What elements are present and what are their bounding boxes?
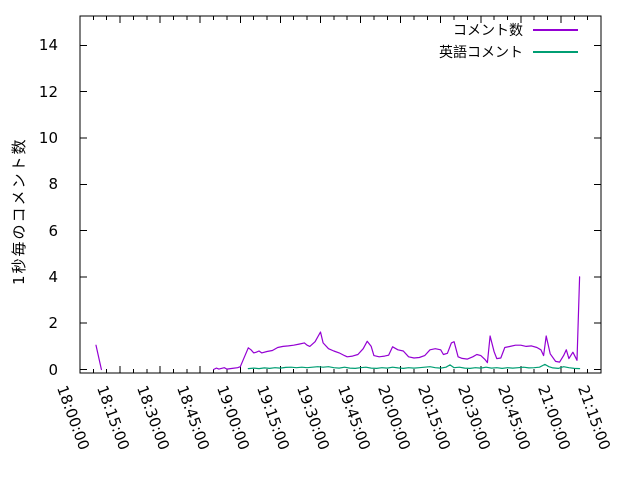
y-tick-label: 14	[38, 36, 58, 55]
y-tick-label: 12	[38, 82, 58, 101]
series-line-1	[247, 363, 581, 370]
y-tick-label: 6	[48, 221, 58, 240]
legend-item-english-comment: 英語コメント	[439, 43, 578, 61]
legend: コメント数 英語コメント	[439, 21, 578, 61]
series-line-0	[213, 276, 581, 371]
legend-label-english-comment: 英語コメント	[439, 44, 523, 61]
legend-label-comment-count: コメント数	[453, 22, 523, 39]
y-tick-label: 2	[48, 314, 58, 333]
y-tick-label: 8	[48, 175, 58, 194]
y-tick-label: 10	[38, 129, 58, 147]
y-tick-label: 4	[48, 267, 58, 286]
y-tick-label: 0	[48, 360, 58, 379]
legend-item-comment-count: コメント数	[453, 21, 578, 39]
legend-line-sample-comment-count	[533, 28, 578, 31]
y-axis-title: 1秒毎のコメント数	[10, 137, 28, 285]
series-line-0	[95, 344, 103, 371]
plot-border	[79, 15, 602, 374]
legend-line-sample-english-comment	[533, 50, 578, 53]
